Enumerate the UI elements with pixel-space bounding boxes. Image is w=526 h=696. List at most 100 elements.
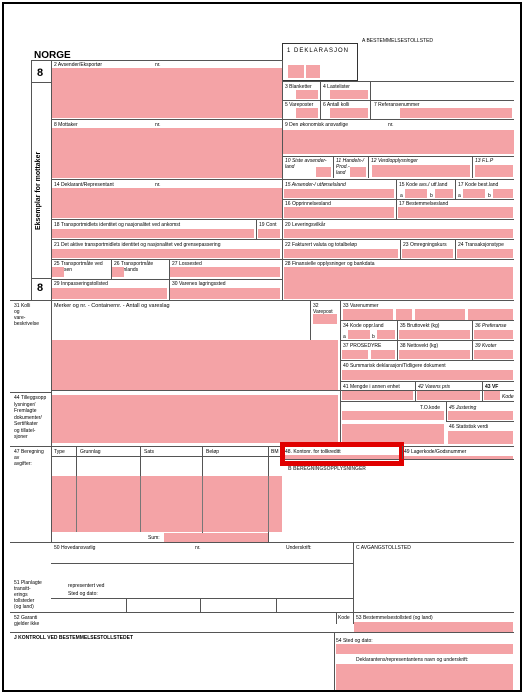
field-41-label: 41 Mengde i annen enhet xyxy=(343,384,400,390)
field-40-input[interactable] xyxy=(342,370,513,380)
field-5-input[interactable] xyxy=(296,108,318,118)
rule-v45 xyxy=(446,401,447,421)
field-7-input[interactable] xyxy=(400,108,512,118)
field-9-label: 9 Den økonomisk ansvarlige xyxy=(285,122,349,128)
middle-divider xyxy=(282,60,283,300)
field-33-input-3[interactable] xyxy=(415,309,465,320)
field-54-input[interactable] xyxy=(336,644,513,654)
field-53-input[interactable] xyxy=(354,622,513,632)
field-3-input[interactable] xyxy=(296,90,318,99)
field-44-extra-input[interactable] xyxy=(342,424,444,444)
field-19-label: 19 Cont xyxy=(259,222,277,228)
field-40-label: 40 Summarisk deklarasjon/Tidligere dokum… xyxy=(343,363,446,369)
field-22-input[interactable] xyxy=(284,249,398,258)
field-29-input[interactable] xyxy=(52,288,167,299)
field-27-label: 27 Lossested xyxy=(172,261,202,267)
field-25-input[interactable] xyxy=(52,267,64,277)
field-3-label: 3 Blanketter xyxy=(285,84,312,90)
field-28-input[interactable] xyxy=(284,267,513,299)
field-15-input[interactable] xyxy=(284,189,394,198)
field-45-input[interactable] xyxy=(448,411,513,420)
field-4-input[interactable] xyxy=(330,90,368,99)
field-30-input[interactable] xyxy=(170,288,280,299)
field-17a-input-b[interactable] xyxy=(493,189,513,198)
field-13-input[interactable] xyxy=(475,165,513,177)
field-33-input-1[interactable] xyxy=(343,309,393,320)
field-24-input[interactable] xyxy=(457,249,513,258)
field-35-input[interactable] xyxy=(399,330,470,339)
field-33-input-2[interactable] xyxy=(396,309,412,320)
field-11-input[interactable] xyxy=(350,167,366,177)
field-12-input[interactable] xyxy=(372,165,470,177)
field-21-input[interactable] xyxy=(52,249,280,258)
field-23-input[interactable] xyxy=(402,249,453,258)
field-49-label: 49 Lagerkode/Godsnummer xyxy=(404,449,467,455)
rule-v10 xyxy=(333,156,334,178)
rule-r25 xyxy=(51,259,514,260)
field-2-nr: nr. xyxy=(155,62,161,68)
field-19-input[interactable] xyxy=(258,229,280,238)
sum-input[interactable] xyxy=(164,533,268,542)
field-7-label: 7 Referansenummer xyxy=(374,102,420,108)
field-38-label: 38 Nettovekt (kg) xyxy=(400,343,439,349)
field-20-input[interactable] xyxy=(284,229,513,238)
rule-v23 xyxy=(455,239,456,259)
field-8-receiver[interactable] xyxy=(52,128,282,178)
field-38-input[interactable] xyxy=(399,350,470,359)
field-26-label: 26 Transportmåte innenlands xyxy=(114,261,154,273)
field-9-input[interactable] xyxy=(283,130,514,154)
rule-v12 xyxy=(472,156,473,178)
field-37-input-2[interactable] xyxy=(371,350,395,359)
field-52-label: 52 Garanti gjelder ikke xyxy=(14,615,40,627)
field-16-input[interactable] xyxy=(284,207,394,218)
field-27-input[interactable] xyxy=(170,267,280,277)
field-34-input-a[interactable] xyxy=(348,330,370,339)
rule-v51a xyxy=(126,598,127,612)
field-15a-input-a[interactable] xyxy=(405,189,427,198)
field-18-input[interactable] xyxy=(52,229,254,238)
field-37-input-1[interactable] xyxy=(342,350,368,359)
field-48-input[interactable] xyxy=(284,455,400,459)
field-46-input[interactable] xyxy=(448,431,513,444)
rule-v33 xyxy=(340,300,341,446)
field-41-input[interactable] xyxy=(342,391,413,400)
field-33-input-4[interactable] xyxy=(468,309,513,320)
tax-rows-input[interactable] xyxy=(52,476,282,532)
field-8-label: 8 Mottaker xyxy=(54,122,78,128)
rule-r31 xyxy=(10,300,514,301)
field-17-input[interactable] xyxy=(398,207,513,218)
declaration-field-1[interactable] xyxy=(288,65,304,78)
rule-r40 xyxy=(340,360,514,361)
field-31-description[interactable] xyxy=(52,340,338,390)
field-43-input[interactable] xyxy=(484,391,500,400)
rule-r44 xyxy=(51,390,514,391)
field-36-input[interactable] xyxy=(474,330,513,339)
field-44-code-input[interactable] xyxy=(342,411,444,420)
field-39-input[interactable] xyxy=(474,350,513,359)
field-17a-input-a[interactable] xyxy=(463,189,485,198)
field-50-place-date: Sted og dato: xyxy=(68,591,98,597)
field-29-label: 29 Innpasseringstollsted xyxy=(54,281,108,287)
declaration-field-2[interactable] xyxy=(306,65,320,78)
field-b-label: B BEREGNINGSOPPLYSNINGER xyxy=(288,466,366,472)
rule-v31 xyxy=(51,300,52,446)
field-26-input[interactable] xyxy=(112,267,124,277)
field-15a-input-b[interactable] xyxy=(435,189,453,198)
col-bm-header: BM xyxy=(271,449,279,455)
field-c-label: C AVGANGSTOLLSTED xyxy=(356,545,411,551)
field-14-declarant[interactable] xyxy=(52,188,282,218)
field-32-input[interactable] xyxy=(313,314,337,324)
field-34-input-b[interactable] xyxy=(377,330,395,339)
field-49-input[interactable] xyxy=(404,456,513,459)
field-6-label: 6 Antall kolli xyxy=(323,102,350,108)
field-42-input[interactable] xyxy=(417,391,480,400)
field-10-input[interactable] xyxy=(316,167,331,177)
sum-label: Sum: xyxy=(148,535,160,541)
to-kode-label: T.O.kode xyxy=(420,405,441,411)
rule-v26 xyxy=(169,259,170,279)
field-2-sender[interactable] xyxy=(52,68,282,118)
field-54-signature-input[interactable] xyxy=(336,664,513,690)
field-6-input[interactable] xyxy=(330,108,368,118)
field-44-input[interactable] xyxy=(52,395,338,443)
rule-v52a xyxy=(336,612,337,624)
